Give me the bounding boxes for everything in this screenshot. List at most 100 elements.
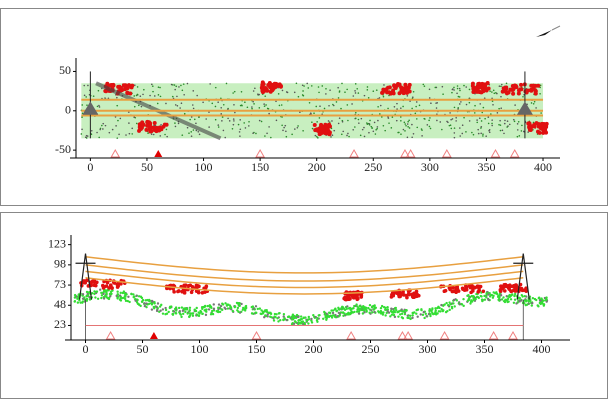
y-tick-label: 0 xyxy=(65,103,71,117)
point xyxy=(390,307,393,310)
point xyxy=(331,311,335,315)
point xyxy=(297,95,300,98)
point xyxy=(504,119,506,122)
point xyxy=(98,106,101,108)
point xyxy=(285,318,288,322)
point xyxy=(285,135,288,138)
point xyxy=(325,88,327,90)
point xyxy=(102,128,104,130)
point xyxy=(316,121,318,123)
point xyxy=(457,107,460,109)
point xyxy=(492,294,495,298)
point xyxy=(292,316,295,320)
point xyxy=(468,88,471,91)
point xyxy=(485,135,487,137)
point xyxy=(415,294,419,298)
point xyxy=(229,305,232,309)
point xyxy=(211,309,214,313)
point xyxy=(477,81,482,86)
point xyxy=(462,297,465,301)
point xyxy=(354,92,357,94)
point xyxy=(188,312,192,315)
point xyxy=(196,94,198,97)
point xyxy=(159,95,162,98)
point xyxy=(86,135,89,137)
point xyxy=(390,127,393,129)
point xyxy=(428,309,431,313)
y-tick-label: 48 xyxy=(54,297,66,311)
point xyxy=(79,301,82,304)
conductor xyxy=(85,277,524,295)
point xyxy=(436,312,439,315)
point xyxy=(153,301,156,304)
point xyxy=(400,312,404,315)
point xyxy=(401,317,405,320)
point xyxy=(205,308,208,311)
point xyxy=(381,313,385,316)
point xyxy=(314,134,317,137)
point xyxy=(531,296,535,300)
point xyxy=(525,303,529,306)
point xyxy=(387,311,391,314)
point xyxy=(474,104,476,107)
marker xyxy=(403,330,413,340)
point xyxy=(263,105,266,107)
point xyxy=(407,291,411,295)
point xyxy=(483,294,486,298)
point xyxy=(491,91,493,93)
point xyxy=(159,309,162,312)
point xyxy=(533,297,537,301)
point xyxy=(284,124,287,127)
point xyxy=(236,302,239,305)
point-cloud xyxy=(73,253,549,340)
point xyxy=(472,86,477,91)
point xyxy=(98,136,100,139)
point xyxy=(160,303,163,307)
x-tick-label: 350 xyxy=(477,160,495,174)
point xyxy=(269,315,272,318)
point xyxy=(498,295,501,299)
point xyxy=(480,125,483,128)
point xyxy=(118,133,120,136)
point-cloud xyxy=(80,71,549,141)
point xyxy=(429,117,431,119)
point xyxy=(371,127,374,129)
point xyxy=(439,121,442,123)
point xyxy=(144,299,147,302)
point xyxy=(159,127,164,132)
point xyxy=(105,293,108,297)
point xyxy=(540,121,545,126)
point xyxy=(183,112,186,115)
point xyxy=(457,95,460,98)
point xyxy=(363,311,366,314)
point xyxy=(355,297,360,302)
point xyxy=(415,101,418,103)
point xyxy=(121,291,125,295)
point xyxy=(212,303,215,306)
point xyxy=(131,127,134,130)
point xyxy=(202,101,204,104)
point xyxy=(516,91,521,96)
point xyxy=(314,127,319,132)
point xyxy=(384,314,387,317)
point xyxy=(152,120,157,125)
point xyxy=(476,89,481,94)
point xyxy=(330,314,333,318)
y-tick-label: 73 xyxy=(54,277,66,291)
point xyxy=(352,129,354,131)
point xyxy=(529,88,534,93)
point xyxy=(465,103,468,106)
point xyxy=(221,116,224,118)
point xyxy=(386,90,391,95)
point xyxy=(179,107,181,109)
point xyxy=(428,97,431,99)
point xyxy=(105,81,110,86)
point xyxy=(186,126,189,129)
marker xyxy=(105,330,116,340)
point xyxy=(99,128,102,131)
point xyxy=(171,313,175,316)
marker xyxy=(509,148,520,158)
point xyxy=(498,85,501,87)
point xyxy=(303,85,305,87)
point xyxy=(346,88,348,91)
